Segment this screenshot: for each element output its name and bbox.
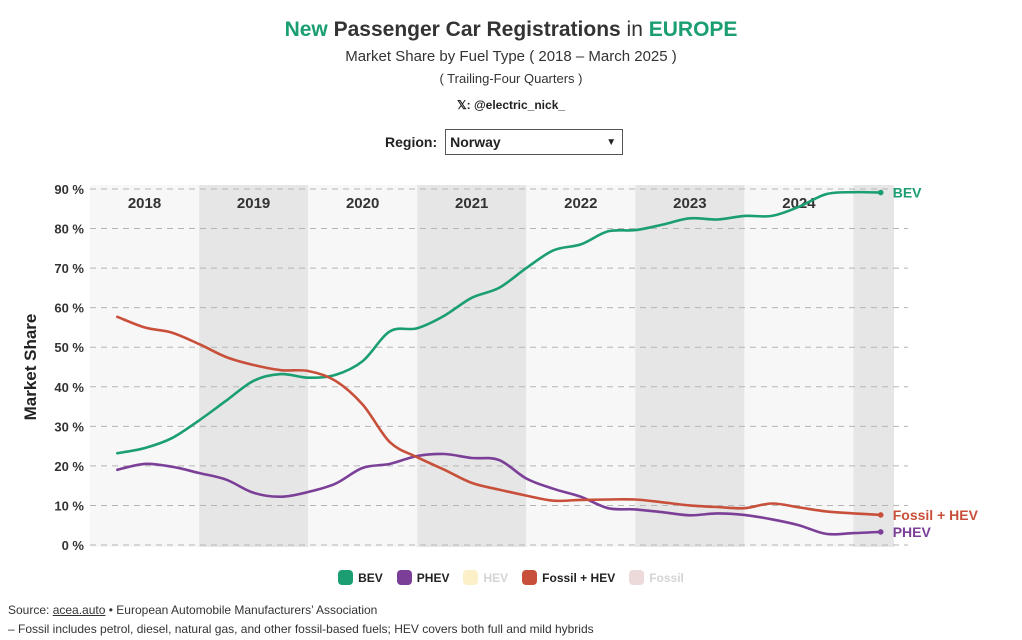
year-band-2024 [744, 185, 854, 547]
year-band-2021 [417, 185, 527, 547]
legend-item-bev[interactable]: BEV [338, 570, 383, 585]
x-year-label: 2021 [455, 195, 488, 212]
y-tick-label: 90 % [54, 182, 84, 197]
legend-item-phev[interactable]: PHEV [396, 570, 450, 585]
y-axis-title: Market Share [21, 314, 40, 421]
series-end-label-fossil-hev: Fossil + HEV [893, 507, 979, 523]
title-main: Passenger Car Registrations [333, 18, 621, 41]
x-year-label: 2018 [128, 195, 161, 212]
legend-item-hev[interactable]: HEV [463, 570, 508, 585]
series-line-phev [116, 452, 882, 536]
footer-source: Source: acea.auto • European Automobile … [8, 603, 377, 617]
title-new: New [284, 18, 328, 41]
series-endpoint-phev [877, 529, 884, 535]
chart-subnote: ( Trailing-Four Quarters ) [439, 71, 583, 86]
legend-swatch [338, 570, 354, 585]
y-tick-label: 10 % [54, 498, 84, 513]
source-prefix: Source: [8, 603, 50, 617]
chart-subtitle: Market Share by Fuel Type ( 2018 – March… [345, 48, 677, 65]
series-end-label-phev: PHEV [893, 524, 932, 540]
y-tick-label: 60 % [54, 301, 84, 316]
region-label: Region: [385, 134, 438, 150]
year-band-2020 [308, 185, 418, 547]
series-line-fossil-hev [116, 315, 882, 517]
series-line-bev [116, 190, 882, 455]
region-value: Norway [450, 134, 501, 150]
region-dropdown[interactable]: Norway ▼ [445, 129, 624, 155]
legend-swatch [463, 570, 479, 585]
chevron-down-icon: ▼ [606, 136, 617, 148]
source-description: • European Automobile Manufacturers’ Ass… [108, 603, 378, 617]
legend-label: HEV [483, 570, 509, 585]
x-year-label: 2024 [782, 195, 816, 212]
y-tick-label: 50 % [54, 340, 84, 355]
legend-item-fossil[interactable]: Fossil [629, 570, 684, 585]
series-endpoint-bev [877, 189, 884, 196]
title-in: in [626, 18, 643, 41]
y-tick-label: 20 % [54, 459, 84, 474]
legend-swatch [522, 570, 538, 585]
region-selector: Region: Norway ▼ [385, 129, 624, 155]
legend-label: PHEV [416, 570, 450, 585]
x-year-label: 2019 [237, 195, 270, 212]
legend-label: Fossil [649, 570, 684, 585]
x-year-label: 2023 [673, 195, 706, 212]
legend-swatch [396, 570, 412, 585]
y-tick-label: 40 % [54, 380, 84, 395]
source-link[interactable]: acea.auto [52, 603, 106, 617]
title-region: EUROPE [648, 18, 738, 41]
x-year-label: 2020 [346, 195, 379, 212]
year-band-2018 [90, 185, 200, 547]
series-end-label-bev: BEV [893, 185, 922, 201]
footer-note: – Fossil includes petrol, diesel, natura… [8, 622, 594, 636]
chart-legend: BEV PHEV HEV Fossil + HEV Fossil [0, 570, 1022, 585]
legend-swatch [629, 570, 645, 585]
y-tick-label: 30 % [54, 419, 84, 434]
series-endpoint-fossil-hev [877, 512, 884, 518]
y-tick-label: 0 % [62, 538, 85, 553]
x-year-label: 2022 [564, 195, 597, 212]
chart-title: New Passenger Car Registrations in EUROP… [0, 18, 1022, 42]
y-tick-label: 80 % [54, 222, 84, 237]
year-band-2022 [526, 185, 636, 547]
year-band-2025 [853, 185, 894, 547]
year-band-2023 [635, 185, 745, 547]
author-handle: 𝕏: @electric_nick_ [456, 98, 566, 112]
legend-label: BEV [358, 570, 383, 585]
legend-item-fossil-hev[interactable]: Fossil + HEV [522, 570, 615, 585]
legend-label: Fossil + HEV [542, 570, 616, 585]
y-tick-label: 70 % [54, 261, 84, 276]
